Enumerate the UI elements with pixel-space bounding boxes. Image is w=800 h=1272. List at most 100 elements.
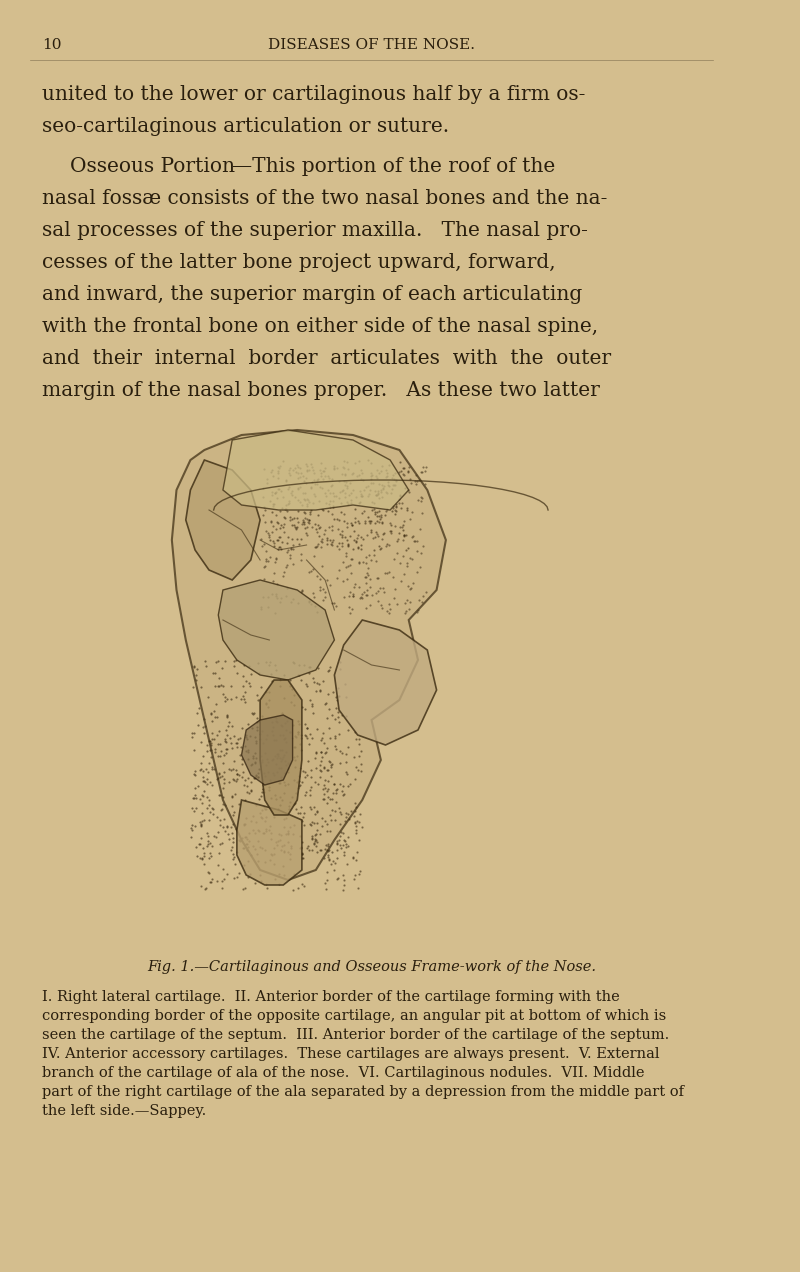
Point — [353, 552, 366, 572]
Point — [337, 785, 350, 805]
Point — [331, 868, 344, 888]
Point — [205, 733, 218, 753]
Point — [295, 874, 308, 894]
Point — [212, 763, 225, 784]
Point — [298, 514, 310, 534]
Point — [348, 529, 361, 550]
Point — [240, 742, 253, 762]
Point — [196, 767, 209, 787]
Point — [336, 533, 349, 553]
Point — [315, 499, 328, 519]
Point — [329, 709, 342, 729]
Point — [196, 786, 209, 806]
Point — [353, 745, 366, 766]
Point — [266, 482, 278, 502]
Point — [197, 747, 210, 767]
Point — [364, 569, 377, 589]
Point — [327, 497, 340, 518]
Point — [405, 473, 418, 494]
Point — [295, 725, 308, 745]
Point — [273, 537, 286, 557]
Point — [226, 832, 239, 852]
Point — [404, 577, 417, 598]
Point — [418, 473, 431, 494]
Point — [203, 795, 216, 815]
Point — [231, 663, 244, 683]
Point — [362, 508, 374, 528]
Point — [325, 810, 338, 831]
Point — [394, 452, 406, 472]
Point — [303, 663, 316, 683]
Point — [399, 600, 412, 621]
Point — [258, 810, 271, 831]
Point — [343, 525, 356, 546]
Point — [298, 725, 311, 745]
Point — [282, 480, 294, 500]
Point — [340, 762, 353, 782]
Point — [206, 799, 219, 819]
Point — [385, 520, 398, 541]
Point — [291, 803, 304, 823]
Point — [280, 742, 293, 762]
Point — [230, 842, 243, 862]
Point — [342, 494, 354, 514]
Point — [306, 826, 318, 846]
Point — [278, 744, 290, 764]
Point — [402, 576, 415, 597]
Point — [300, 781, 313, 801]
Point — [348, 511, 361, 532]
Point — [247, 703, 260, 724]
Point — [254, 724, 266, 744]
Point — [218, 729, 231, 749]
Point — [337, 776, 350, 796]
Point — [359, 567, 372, 588]
Point — [318, 838, 331, 859]
Point — [300, 674, 313, 695]
Point — [374, 509, 386, 529]
Point — [306, 828, 318, 848]
Point — [281, 711, 294, 731]
Point — [322, 466, 334, 486]
Point — [259, 693, 272, 714]
Point — [282, 823, 294, 843]
Point — [200, 656, 213, 677]
Point — [291, 593, 304, 613]
Point — [282, 527, 294, 547]
Point — [381, 466, 394, 486]
Point — [314, 761, 326, 781]
Point — [376, 474, 389, 495]
Point — [206, 711, 218, 731]
Point — [343, 603, 356, 623]
Point — [188, 778, 201, 799]
Point — [375, 514, 388, 534]
Point — [250, 748, 263, 768]
Point — [210, 806, 223, 827]
Point — [305, 841, 318, 861]
Point — [292, 721, 305, 742]
Point — [223, 729, 236, 749]
Point — [314, 754, 326, 775]
Point — [358, 581, 370, 602]
Point — [336, 705, 349, 725]
Point — [326, 529, 339, 550]
Point — [388, 474, 401, 495]
Point — [221, 817, 234, 837]
Point — [289, 726, 302, 747]
Point — [320, 792, 333, 813]
Point — [404, 509, 417, 529]
Point — [260, 682, 273, 702]
Point — [226, 768, 239, 789]
Point — [208, 729, 221, 749]
Point — [238, 838, 250, 859]
Text: united to the lower or cartilaginous half by a firm os-: united to the lower or cartilaginous hal… — [42, 85, 585, 104]
Point — [380, 481, 393, 501]
Point — [246, 702, 259, 722]
Point — [280, 824, 293, 845]
Point — [239, 692, 252, 712]
Point — [209, 739, 222, 759]
Point — [216, 658, 229, 678]
Point — [240, 841, 253, 861]
Point — [313, 679, 326, 700]
Point — [346, 585, 359, 605]
Point — [272, 462, 285, 482]
